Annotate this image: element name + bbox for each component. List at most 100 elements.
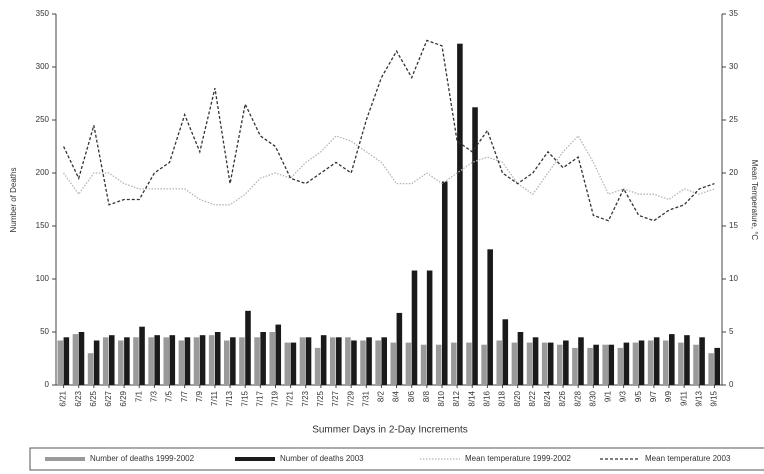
x-tick-label: 7/15 (240, 390, 249, 406)
bar (669, 334, 675, 385)
bar (532, 337, 539, 385)
x-tick-label: 7/31 (361, 390, 370, 406)
bar (245, 310, 251, 385)
y-tick-label: 200 (36, 168, 50, 177)
legend-swatch (45, 457, 85, 461)
bar (593, 344, 599, 385)
bar (269, 332, 275, 385)
legend-label: Mean temperature 2003 (645, 454, 731, 463)
bar (684, 335, 690, 385)
x-tick-label: 7/21 (286, 390, 295, 406)
y-tick-label: 350 (36, 9, 50, 18)
x-tick-label: 7/23 (301, 390, 310, 406)
x-tick-label: 7/27 (331, 390, 340, 406)
bar (139, 326, 145, 385)
x-tick-label: 9/1 (604, 390, 613, 402)
x-tick-label: 8/28 (573, 390, 582, 406)
y2-tick-label: 15 (729, 221, 738, 230)
x-tick-label: 7/3 (149, 390, 158, 402)
x-tick-label: 8/20 (513, 390, 522, 406)
bar (451, 342, 457, 385)
x-tick-label: 8/12 (452, 390, 461, 406)
bar (375, 340, 381, 385)
bar (239, 337, 245, 385)
bar (184, 337, 191, 385)
bar (320, 335, 327, 385)
x-tick-label: 8/30 (588, 390, 597, 406)
bar (260, 332, 266, 385)
bar (708, 353, 714, 385)
bar (502, 319, 509, 385)
bar (63, 337, 70, 385)
bar (693, 344, 699, 385)
bar (405, 342, 412, 385)
bar (169, 335, 176, 385)
bar (390, 342, 397, 385)
y2-tick-label: 25 (729, 115, 738, 124)
bar (563, 340, 569, 385)
bar (608, 344, 615, 385)
legend-label: Number of deaths 1999-2002 (90, 454, 195, 463)
bar (193, 337, 200, 385)
bar (305, 337, 312, 385)
bar (360, 340, 366, 385)
x-tick-label: 7/1 (134, 390, 143, 402)
bar (472, 107, 478, 385)
x-tick-label: 6/21 (59, 390, 68, 406)
bar (678, 342, 684, 385)
y-tick-label: 250 (36, 115, 50, 124)
bar (199, 335, 206, 385)
line (63, 134, 715, 206)
bar (435, 344, 442, 385)
bar (699, 337, 705, 385)
bar (314, 347, 321, 385)
legend-label: Number of deaths 2003 (280, 454, 364, 463)
y2-tick-label: 0 (729, 380, 734, 389)
bar (572, 347, 578, 385)
bar (290, 342, 297, 385)
bar (78, 332, 85, 385)
bar (93, 340, 100, 385)
y2-tick-label: 35 (729, 9, 738, 18)
bar (547, 342, 554, 385)
x-tick-label: 9/11 (679, 390, 688, 406)
bar (102, 337, 109, 385)
x-tick-label: 6/27 (104, 390, 113, 406)
bar (208, 335, 215, 385)
x-tick-label: 9/7 (649, 390, 658, 402)
bar (653, 337, 660, 385)
y-tick-label: 100 (36, 274, 50, 283)
x-tick-label: 9/13 (694, 390, 703, 406)
bar (511, 342, 518, 385)
x-tick-label: 8/10 (437, 390, 446, 406)
x-tick-label: 7/13 (225, 390, 234, 406)
bar (329, 337, 336, 385)
x-tick-label: 7/11 (210, 390, 219, 406)
y2-tick-label: 10 (729, 274, 738, 283)
x-tick-label: 8/14 (467, 390, 476, 406)
legend-box (29, 447, 764, 471)
y-tick-label: 50 (40, 327, 49, 336)
y-tick-label: 0 (45, 380, 50, 389)
x-tick-label: 9/9 (664, 390, 673, 402)
bar (224, 340, 230, 385)
bar (299, 337, 306, 385)
bar (254, 337, 260, 385)
bar (230, 337, 236, 385)
x-tick-label: 7/9 (195, 390, 204, 402)
y2-tick-label: 20 (729, 168, 738, 177)
x-tick-label: 9/3 (619, 390, 628, 402)
bar (487, 249, 493, 385)
y-tick-label: 300 (36, 62, 50, 71)
bar (108, 335, 115, 385)
x-tick-label: 6/23 (74, 390, 83, 406)
bar (57, 340, 64, 385)
bar (441, 181, 448, 385)
x-tick-label: 7/17 (255, 390, 264, 406)
bar (517, 332, 524, 385)
bar (345, 337, 351, 385)
bar (714, 347, 721, 385)
bar (457, 43, 463, 386)
bar (617, 347, 624, 385)
